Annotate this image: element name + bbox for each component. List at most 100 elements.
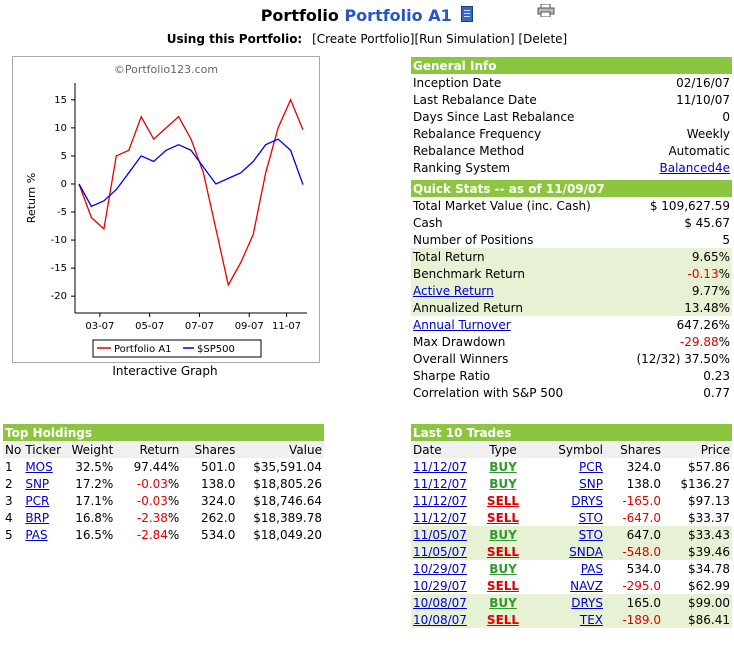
trade-date-cell: 10/08/07 xyxy=(411,594,477,611)
quick-stats-row: Cash $ 45.67 xyxy=(411,214,732,231)
trade-symbol-cell: TEX xyxy=(529,611,605,628)
quick-stats-value-cell: (12/32) 37.50% xyxy=(620,350,732,367)
trade-type-badge[interactable]: BUY xyxy=(489,561,517,576)
trade-symbol-link[interactable]: DRYS xyxy=(571,493,603,508)
holding-ticker-cell: PAS xyxy=(23,526,63,543)
trade-symbol-cell: STO xyxy=(529,526,605,543)
trade-date-link[interactable]: 10/08/07 xyxy=(413,595,467,610)
quick-stats-row: Annualized Return 13.48% xyxy=(411,299,732,316)
quick-stats-value-cell: $ 109,627.59 xyxy=(620,197,732,214)
ranking-system-link[interactable]: Balanced4e xyxy=(659,160,731,175)
trade-shares-cell: 138.0 xyxy=(605,475,663,492)
quick-stats-link[interactable]: Active Return xyxy=(413,283,494,298)
quick-stats-label-cell: Annualized Return xyxy=(411,299,620,316)
trade-symbol-link[interactable]: DRYS xyxy=(571,595,603,610)
last-trades-column-headers: Date Type Symbol Shares Price xyxy=(411,441,732,458)
quick-stats-label-cell: Annual Turnover xyxy=(411,316,620,333)
trade-date-cell: 10/29/07 xyxy=(411,560,477,577)
trade-shares: 165.0 xyxy=(626,595,661,610)
trade-type-cell: BUY xyxy=(477,526,529,543)
trade-symbol-link[interactable]: NAVZ xyxy=(570,578,603,593)
trade-symbol-link[interactable]: STO xyxy=(578,527,603,542)
performance-chart-svg[interactable]: ©Portfolio123.com 15 10 5 0 -5 -10 -15 -20 Return… xyxy=(13,57,319,362)
trade-type-badge[interactable]: SELL xyxy=(486,612,520,627)
trade-date-link[interactable]: 10/08/07 xyxy=(413,612,467,627)
y-tick-label: -20 xyxy=(51,291,67,302)
trade-date-link[interactable]: 11/12/07 xyxy=(413,493,467,508)
y-tick-label: -5 xyxy=(57,207,67,218)
trade-date-cell: 11/12/07 xyxy=(411,492,477,509)
x-tick-label: 03-07 xyxy=(85,321,114,332)
legend-label-portfolio: Portfolio A1 xyxy=(114,344,172,355)
holding-ticker-cell: MOS xyxy=(23,458,63,475)
quick-stats-value: $ 109,627.59 xyxy=(649,198,730,213)
trade-symbol-link[interactable]: SNDA xyxy=(569,544,603,559)
trade-symbol-link[interactable]: PCR xyxy=(579,459,603,474)
trade-date-cell: 10/29/07 xyxy=(411,577,477,594)
general-info-value: 0 xyxy=(632,108,732,125)
trade-date-link[interactable]: 11/12/07 xyxy=(413,510,467,525)
trade-row: 11/12/07 BUY PCR 324.0 $57.86 xyxy=(411,458,732,475)
holding-ticker-link[interactable]: SNP xyxy=(25,476,50,491)
quick-stats-label: Sharpe Ratio xyxy=(413,368,491,383)
trade-type-badge[interactable]: BUY xyxy=(489,527,517,542)
holding-ticker-link[interactable]: PCR xyxy=(25,493,50,508)
trade-type-badge[interactable]: SELL xyxy=(486,544,520,559)
trade-type-cell: SELL xyxy=(477,543,529,560)
holding-row: 4 BRP 16.8% -2.38% 262.0 $18,389.78 xyxy=(3,509,324,526)
trade-shares: -189.0 xyxy=(622,612,661,627)
holding-no: 2 xyxy=(5,476,13,491)
general-info-panel: General Info Inception Date 02/16/07 Last … xyxy=(411,57,732,176)
trade-type-cell: BUY xyxy=(477,594,529,611)
trade-type-cell: SELL xyxy=(477,492,529,509)
trade-price: $33.37 xyxy=(688,510,730,525)
holding-ticker-link[interactable]: MOS xyxy=(25,459,53,474)
holding-return: -0.03 xyxy=(136,493,168,508)
trade-shares-cell: -189.0 xyxy=(605,611,663,628)
trade-date-link[interactable]: 11/05/07 xyxy=(413,544,467,559)
col-weight: Weight xyxy=(63,441,116,458)
quick-stats-label-cell: Active Return xyxy=(411,282,620,299)
trade-type-badge[interactable]: BUY xyxy=(489,476,517,491)
trade-type-badge[interactable]: BUY xyxy=(489,459,517,474)
trade-price: $33.43 xyxy=(663,526,732,543)
run-simulation-link[interactable]: [Run Simulation] xyxy=(414,32,515,46)
trade-symbol-link[interactable]: STO xyxy=(578,510,603,525)
interactive-graph-caption[interactable]: Interactive Graph xyxy=(112,364,218,378)
general-info-value-text: 0 xyxy=(722,109,730,124)
trade-type-badge[interactable]: SELL xyxy=(486,493,520,508)
holding-ticker-link[interactable]: BRP xyxy=(25,510,50,525)
trade-symbol-link[interactable]: TEX xyxy=(579,612,603,627)
trade-type-cell: BUY xyxy=(477,560,529,577)
quick-stats-link[interactable]: Annual Turnover xyxy=(413,317,511,332)
performance-chart[interactable]: ©Portfolio123.com 15 10 5 0 -5 -10 -15 -20 Return… xyxy=(12,56,320,363)
printer-icon[interactable] xyxy=(537,4,555,17)
trade-type-badge[interactable]: SELL xyxy=(486,510,520,525)
trade-shares-cell: -165.0 xyxy=(605,492,663,509)
trade-date-link[interactable]: 10/29/07 xyxy=(413,578,467,593)
create-portfolio-link[interactable]: [Create Portfolio] xyxy=(312,32,415,46)
delete-link[interactable]: [Delete] xyxy=(518,32,568,46)
trade-shares: 324.0 xyxy=(626,459,661,474)
quick-stats-value: -29.88 xyxy=(679,334,719,349)
holding-row: 3 PCR 17.1% -0.03% 324.0 $18,746.64 xyxy=(3,492,324,509)
trade-type-badge[interactable]: BUY xyxy=(489,595,517,610)
quick-stats-value-cell: $ 45.67 xyxy=(620,214,732,231)
trade-shares-cell: 647.0 xyxy=(605,526,663,543)
trade-date-cell: 11/05/07 xyxy=(411,526,477,543)
holding-ticker-link[interactable]: PAS xyxy=(25,527,48,542)
portfolio-notes-icon[interactable] xyxy=(461,6,474,22)
quick-stats-row: Number of Positions 5 xyxy=(411,231,732,248)
holding-shares: 534.0 xyxy=(200,527,236,542)
trade-date-link[interactable]: 11/05/07 xyxy=(413,527,467,542)
trade-date-link[interactable]: 11/12/07 xyxy=(413,459,467,474)
trade-type-badge[interactable]: SELL xyxy=(486,578,520,593)
trade-symbol-link[interactable]: PAS xyxy=(580,561,603,576)
trade-date-link[interactable]: 10/29/07 xyxy=(413,561,467,576)
trade-symbol-link[interactable]: SNP xyxy=(579,476,603,491)
quick-stats-value: (12/32) 37.50% xyxy=(636,351,730,366)
trade-shares: 534.0 xyxy=(626,561,661,576)
trade-date-link[interactable]: 11/12/07 xyxy=(413,476,467,491)
quick-stats-row: Total Return 9.65% xyxy=(411,248,732,265)
holding-return: 97.44 xyxy=(133,459,168,474)
